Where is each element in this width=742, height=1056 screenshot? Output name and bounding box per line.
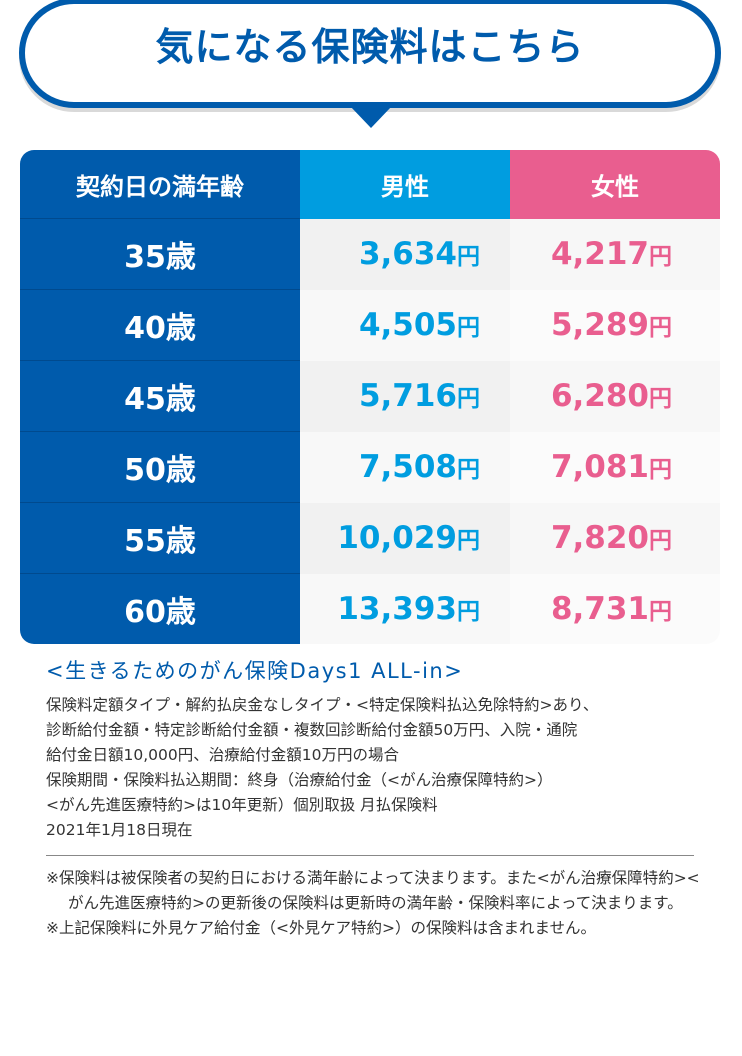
condition-line: <がん先進医療特約>は10年更新）個別取扱 月払保険料 — [46, 796, 438, 814]
male-premium-cell: 4,505円 — [300, 289, 510, 361]
yen-unit: 円 — [457, 598, 480, 625]
yen-unit: 円 — [457, 457, 480, 483]
female-premium-cell: 4,217円 — [510, 218, 720, 290]
premium-table: 契約日の満年齢 男性 女性 35歳 3,634円 4,217円 40歳 4,50… — [20, 150, 720, 644]
product-name: <生きるためのがん保険Days1 ALL-in> — [46, 659, 464, 683]
age-cell: 45歳 — [20, 360, 300, 432]
table-header-row: 契約日の満年齢 男性 女性 — [20, 150, 720, 219]
age-cell: 35歳 — [20, 218, 300, 290]
heading-bubble: 気になる保険料はこちら — [19, 0, 721, 108]
yen-unit: 円 — [649, 315, 672, 341]
female-premium-value: 7,081 — [550, 449, 649, 485]
condition-line: 給付金日額10,000円、治療給付金額10万円の場合 — [46, 746, 399, 764]
female-premium-value: 4,217 — [550, 236, 649, 272]
male-premium-value: 10,029 — [337, 520, 457, 556]
yen-unit: 円 — [457, 244, 480, 270]
condition-line: 保険料定額タイプ・解約払戻金なしタイプ・<特定保険料払込免除特約>あり、 — [46, 696, 599, 714]
male-premium-cell: 3,634円 — [300, 218, 510, 290]
column-header-male: 男性 — [300, 150, 510, 219]
table-row: 55歳 10,029円 7,820円 — [20, 502, 720, 574]
age-cell: 60歳 — [20, 573, 300, 644]
female-premium-cell: 5,289円 — [510, 289, 720, 361]
yen-unit: 円 — [649, 528, 672, 554]
female-premium-value: 5,289 — [550, 307, 649, 343]
yen-unit: 円 — [457, 315, 480, 341]
female-premium-value: 6,280 — [550, 378, 649, 414]
female-premium-cell: 8,731円 — [510, 573, 720, 644]
age-cell: 50歳 — [20, 431, 300, 503]
footnote: ※保険料は被保険者の契約日における満年齢によって決まります。また<がん治療保障特… — [46, 869, 700, 912]
table-row: 60歳 13,393円 8,731円 — [20, 573, 720, 644]
male-premium-value: 4,505 — [358, 307, 457, 343]
yen-unit: 円 — [457, 528, 480, 554]
female-premium-cell: 7,081円 — [510, 431, 720, 503]
female-premium-cell: 6,280円 — [510, 360, 720, 432]
table-row: 45歳 5,716円 6,280円 — [20, 360, 720, 432]
yen-unit: 円 — [649, 244, 672, 270]
female-premium-value: 7,820 — [550, 520, 649, 556]
yen-unit: 円 — [649, 457, 672, 483]
male-premium-value: 5,716 — [358, 378, 457, 414]
male-premium-value: 13,393 — [337, 590, 457, 627]
column-header-female: 女性 — [510, 150, 720, 219]
condition-line: 保険期間・保険料払込期間：終身（治療給付金（<がん治療保障特約>） — [46, 771, 553, 789]
product-notes: <生きるためのがん保険Days1 ALL-in> 保険料定額タイプ・解約払戻金な… — [46, 655, 706, 941]
age-cell: 55歳 — [20, 502, 300, 574]
male-premium-cell: 7,508円 — [300, 431, 510, 503]
bubble-pointer — [350, 106, 392, 128]
page-title: 気になる保険料はこちら — [155, 24, 585, 69]
divider — [46, 855, 694, 856]
condition-line: 診断給付金額・特定診断給付金額・複数回診断給付金額50万円、入院・通院 — [46, 721, 578, 739]
table-row: 50歳 7,508円 7,081円 — [20, 431, 720, 503]
yen-unit: 円 — [457, 386, 480, 412]
footnote: ※上記保険料に外見ケア給付金（<外見ケア特約>）の保険料は含まれません。 — [46, 919, 596, 937]
female-premium-value: 8,731 — [550, 590, 649, 627]
male-premium-cell: 5,716円 — [300, 360, 510, 432]
male-premium-cell: 13,393円 — [300, 573, 510, 644]
male-premium-cell: 10,029円 — [300, 502, 510, 574]
female-premium-cell: 7,820円 — [510, 502, 720, 574]
as-of-date: 2021年1月18日現在 — [46, 821, 193, 839]
male-premium-value: 7,508 — [358, 449, 457, 485]
column-header-age: 契約日の満年齢 — [20, 150, 300, 219]
age-cell: 40歳 — [20, 289, 300, 361]
male-premium-value: 3,634 — [358, 236, 457, 272]
yen-unit: 円 — [649, 386, 672, 412]
table-row: 35歳 3,634円 4,217円 — [20, 218, 720, 290]
yen-unit: 円 — [649, 598, 672, 625]
table-row: 40歳 4,505円 5,289円 — [20, 289, 720, 361]
